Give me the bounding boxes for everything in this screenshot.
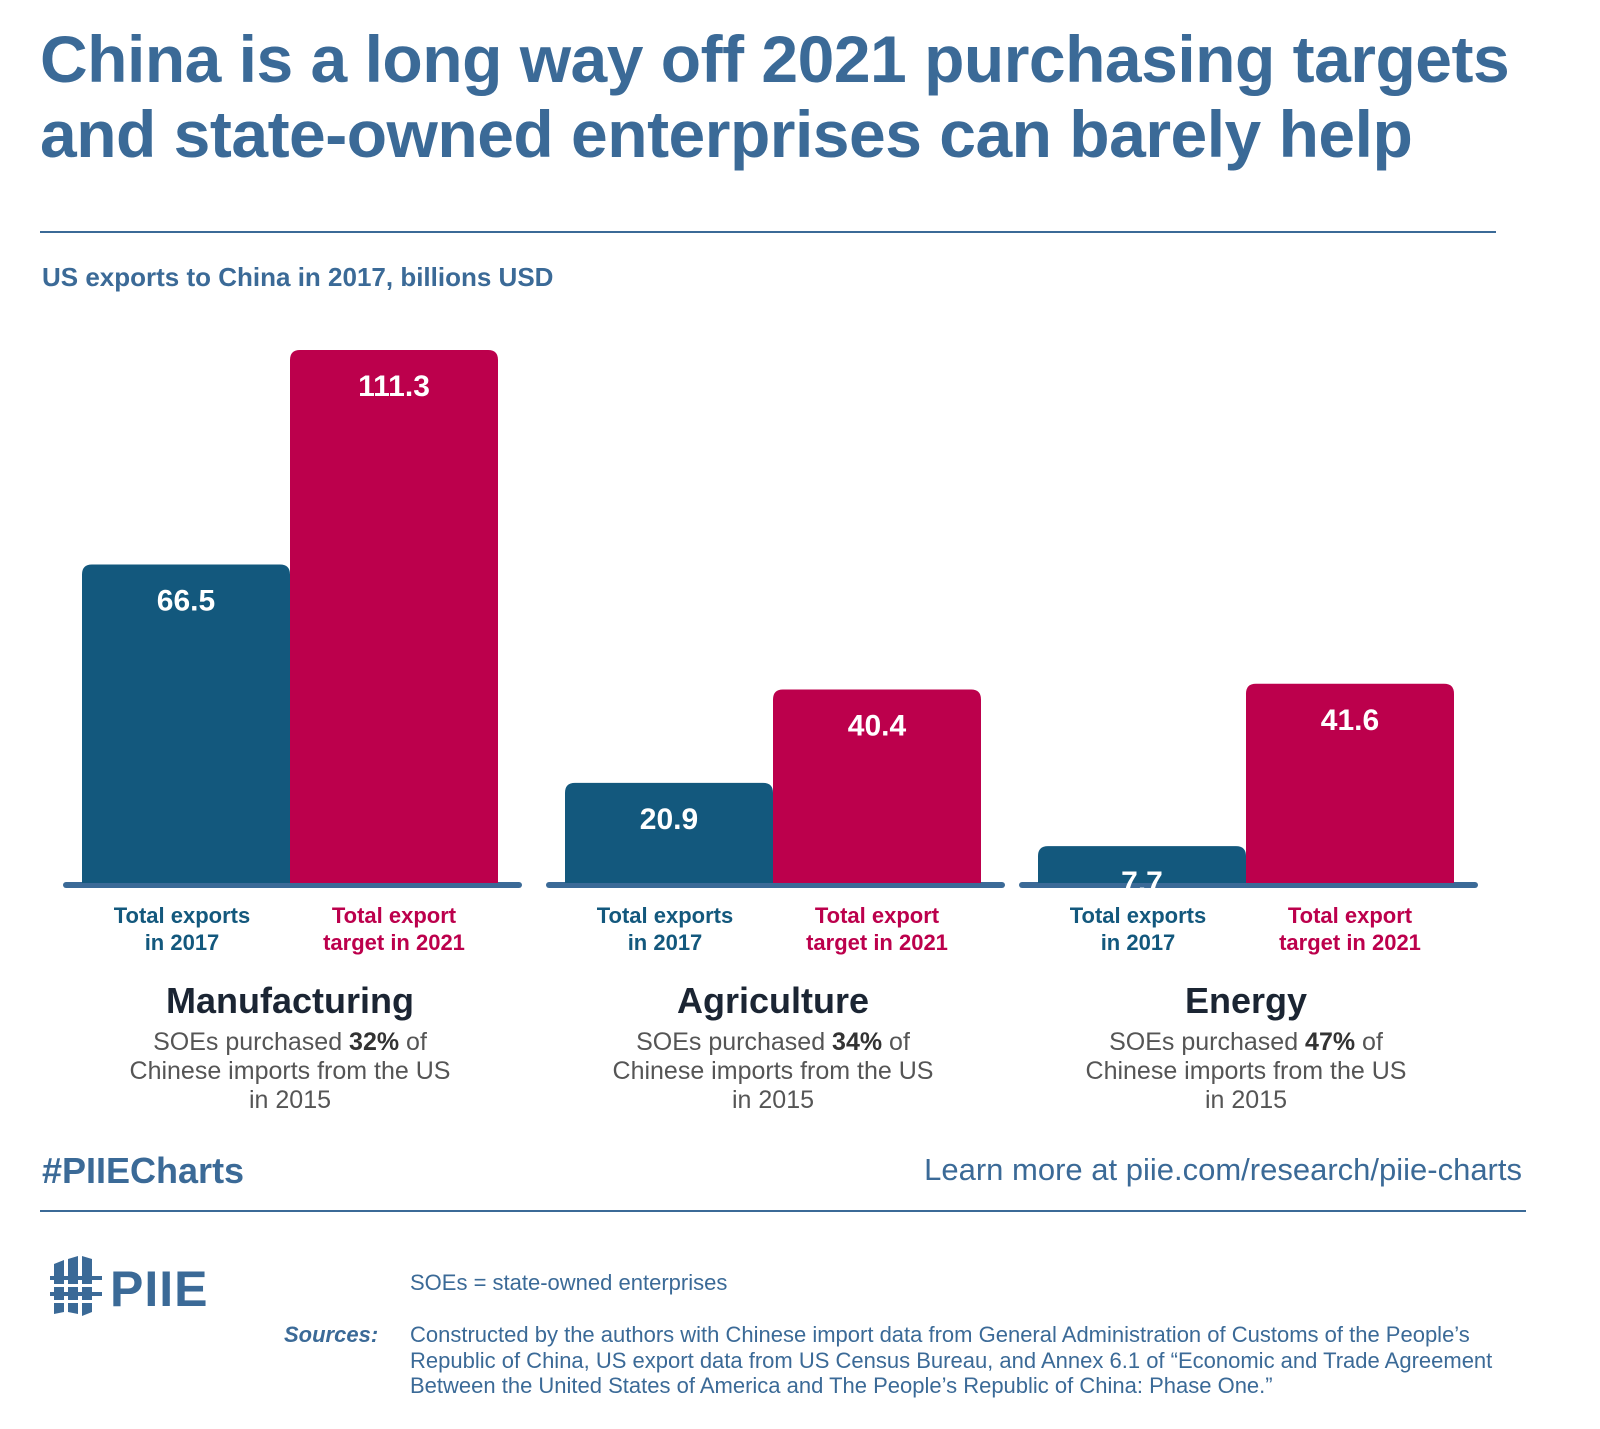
category-note: SOEs purchased 34% of Chinese imports fr…	[543, 1028, 1003, 1114]
category-note: SOEs purchased 47% of Chinese imports fr…	[1016, 1028, 1476, 1114]
bar-agriculture-2021	[773, 689, 981, 883]
series-label: target in 2021	[806, 930, 948, 955]
bar-manufacturing-2017	[82, 564, 290, 883]
bar-value-label: 7.7	[1121, 866, 1163, 899]
chart-subtitle: US exports to China in 2017, billions US…	[42, 262, 554, 292]
abbreviation-note: SOEs = state-owned enterprises	[410, 1270, 728, 1295]
piie-logo: PIIE	[50, 1254, 208, 1323]
note-suffix: of	[1355, 1028, 1383, 1056]
note-line2: Chinese imports from the US	[612, 1056, 934, 1085]
series-label: in 2017	[628, 930, 703, 955]
note-prefix: SOEs purchased	[636, 1028, 833, 1056]
learn-more-link[interactable]: Learn more at piie.com/research/piie-cha…	[924, 1152, 1522, 1187]
note-line2: Chinese imports from the US	[1085, 1056, 1407, 1085]
series-label: Total export	[1288, 903, 1413, 928]
note-prefix: SOEs purchased	[153, 1028, 350, 1056]
category-manufacturing: Manufacturing SOEs purchased 32% of Chin…	[60, 980, 520, 1114]
series-label: target in 2021	[323, 930, 465, 955]
category-note: SOEs purchased 32% of Chinese imports fr…	[60, 1028, 520, 1114]
hashtag-link[interactable]: #PIIECharts	[42, 1150, 245, 1191]
series-label: Total exports	[597, 903, 734, 928]
bar-energy-2021	[1246, 683, 1454, 883]
series-label: Total export	[332, 903, 457, 928]
note-prefix: SOEs purchased	[1109, 1028, 1306, 1056]
note-suffix: of	[882, 1028, 910, 1056]
category-energy: Energy SOEs purchased 47% of Chinese imp…	[1016, 980, 1476, 1114]
bar-value-label: 111.3	[358, 370, 430, 403]
note-suffix: of	[399, 1028, 427, 1056]
bar-value-label: 20.9	[640, 803, 698, 836]
series-label: Total exports	[1070, 903, 1207, 928]
series-label: Total export	[815, 903, 940, 928]
category-name: Manufacturing	[166, 980, 414, 1021]
chart-title: China is a long way off 2021 purchasing …	[40, 22, 1510, 171]
title-divider	[40, 231, 1496, 233]
note-line3: in 2015	[1204, 1085, 1288, 1114]
bar-manufacturing-2021	[290, 350, 498, 883]
note-line2: Chinese imports from the US	[129, 1056, 451, 1085]
note-percent: 47%	[1305, 1028, 1356, 1056]
note-line3: in 2015	[731, 1085, 815, 1114]
note-percent: 34%	[832, 1028, 883, 1056]
sources-text: Constructed by the authors with Chinese …	[410, 1322, 1493, 1399]
note-line3: in 2015	[248, 1085, 332, 1114]
bar-value-label: 40.4	[848, 710, 907, 743]
series-label: in 2017	[145, 930, 220, 955]
logo-text: PIIE	[110, 1260, 209, 1317]
category-agriculture: Agriculture SOEs purchased 34% of Chines…	[543, 980, 1003, 1114]
bar-value-label: 66.5	[157, 585, 215, 618]
note-percent: 32%	[349, 1028, 400, 1056]
bar-energy-2017	[1038, 846, 1246, 883]
footer-divider	[40, 1210, 1526, 1212]
bar-value-label: 41.6	[1321, 704, 1379, 737]
sources-label: Sources:	[284, 1322, 379, 1347]
category-name: Agriculture	[676, 980, 870, 1021]
series-label: in 2017	[1101, 930, 1176, 955]
building-columns-icon	[50, 1254, 102, 1323]
series-label: Total exports	[114, 903, 251, 928]
series-label: target in 2021	[1279, 930, 1421, 955]
bar-agriculture-2017	[565, 782, 773, 883]
category-name: Energy	[1184, 980, 1308, 1021]
